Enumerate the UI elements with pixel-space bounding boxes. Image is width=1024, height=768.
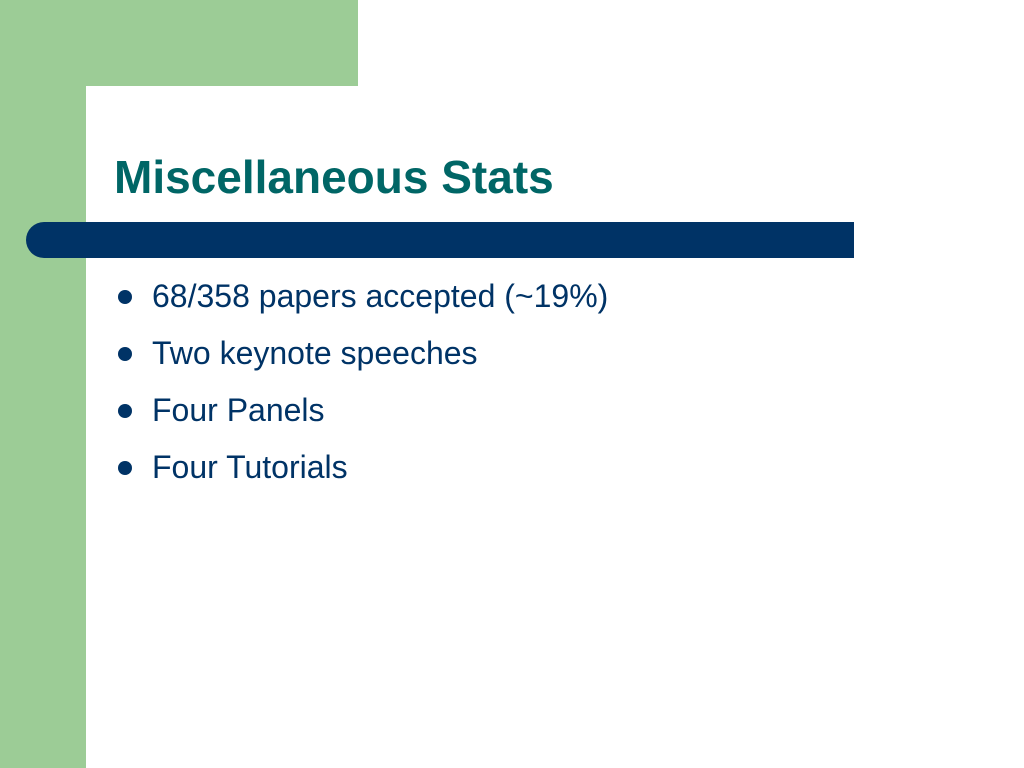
green-band	[0, 0, 86, 768]
bullet: Two keynote speeches	[114, 325, 608, 382]
title-rule	[26, 222, 854, 258]
bullet: Four Panels	[114, 382, 608, 439]
bullet: 68/358 papers accepted (~19%)	[114, 268, 608, 325]
bullet: Four Tutorials	[114, 439, 608, 496]
corner	[86, 86, 206, 206]
bullet-list: 68/358 papers accepted (~19%) Two keynot…	[114, 268, 608, 496]
green-band	[0, 0, 358, 86]
slide-title: Miscellaneous Stats	[114, 151, 554, 203]
